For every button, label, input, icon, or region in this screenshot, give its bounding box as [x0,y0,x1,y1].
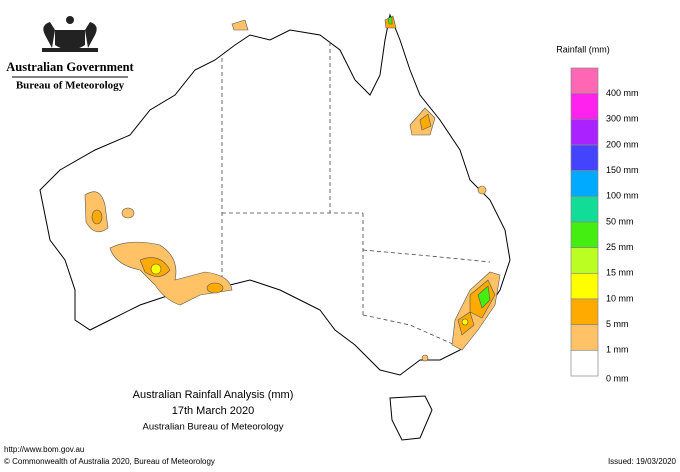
legend-label: 5 mm [606,319,629,329]
header-line1: Australian Government [6,60,134,74]
legend-label: 0 mm [606,373,629,383]
legend-label: 400 mm [606,88,639,98]
legend-label: 15 mm [606,268,634,278]
legend-label: 300 mm [606,114,639,124]
legend-swatch [570,349,599,377]
legend-label: 100 mm [606,191,639,201]
state-borders [221,42,491,346]
tasmania [389,395,433,441]
legend-title: Rainfall (mm) [556,44,610,54]
footer-url: http://www.bom.gov.au [4,445,84,454]
legend-swatch [570,272,599,300]
footer-issued: Issued: 19/03/2020 [608,457,677,466]
legend-swatch [570,67,599,95]
caption-date: 17th March 2020 [172,405,255,417]
legend-swatch [570,170,599,197]
legend-label: 25 mm [606,242,634,252]
legend-label: 50 mm [606,216,634,226]
legend-swatch [570,93,599,120]
legend-swatch [570,195,599,223]
legend-label: 150 mm [606,165,639,175]
caption-agency: Australian Bureau of Meteorology [143,422,284,433]
legend-swatch [570,247,599,274]
legend-label: 10 mm [606,293,634,303]
legend-swatch [570,324,599,351]
legend-swatch [570,298,599,326]
legend-swatch [570,118,599,146]
rain-areas [84,15,501,362]
caption-title: Australian Rainfall Analysis (mm) [133,389,294,401]
legend-swatch [570,144,599,172]
legend-label: 200 mm [606,139,639,149]
legend-label: 1 mm [606,345,629,355]
footer-copyright: © Commonwealth of Australia 2020, Bureau… [4,457,215,466]
map [39,13,511,441]
legend: 400 mm 300 mm 200 mm 150 mm 100 mm 50 mm 25 mm… [570,67,639,383]
crest [42,16,98,52]
legend-swatch [570,221,599,249]
header-line2: Bureau of Meteorology [16,80,125,92]
